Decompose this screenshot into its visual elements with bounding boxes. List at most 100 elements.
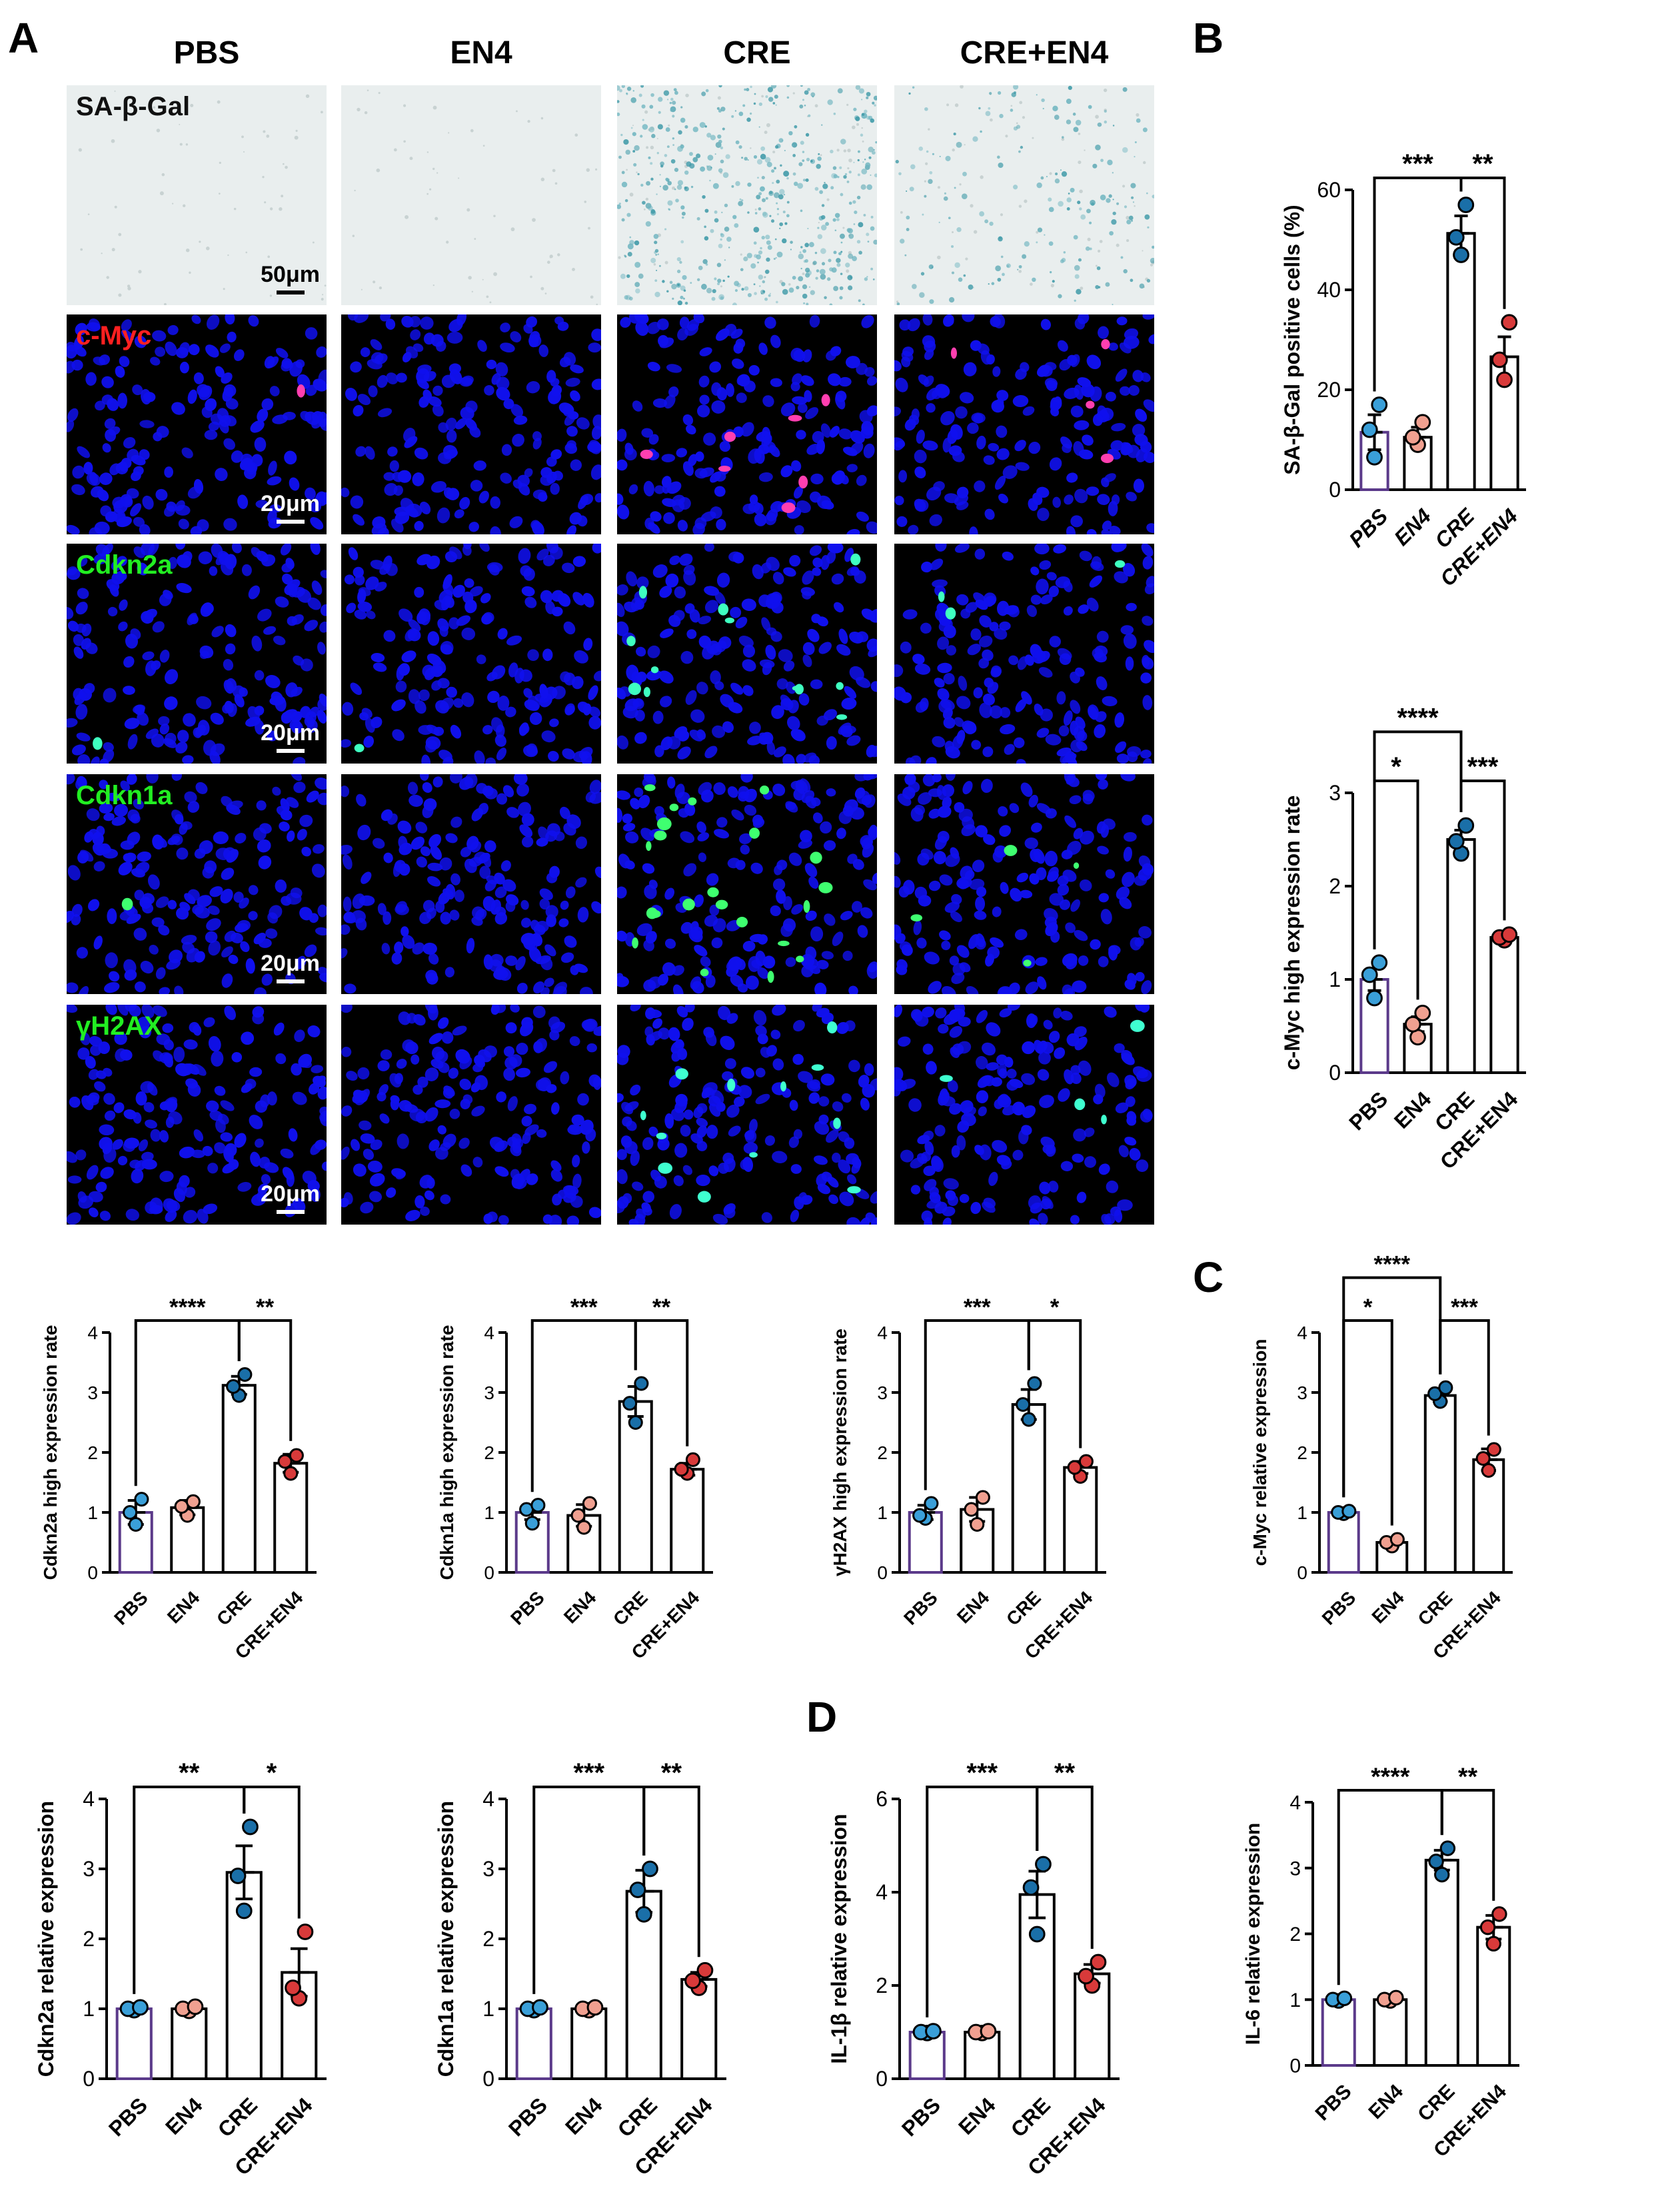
x-tick-label: CRE xyxy=(613,2093,662,2141)
y-tick-label: 3 xyxy=(1329,781,1341,805)
y-tick-label: 4 xyxy=(83,1787,95,1811)
y-tick-label: 3 xyxy=(482,1857,494,1881)
y-tick-label: 3 xyxy=(877,1382,888,1403)
row-label-c-myc: c-Myc xyxy=(76,321,152,350)
significance-label: **** xyxy=(1397,703,1439,732)
data-point xyxy=(685,1452,700,1467)
y-tick-label: 2 xyxy=(1297,1442,1307,1463)
significance-label: ** xyxy=(1472,149,1493,179)
y-tick-label: 40 xyxy=(1317,278,1341,302)
y-tick-label: 4 xyxy=(484,1323,494,1343)
micrograph-c-myc-en4 xyxy=(341,314,601,534)
y-tick-label: 2 xyxy=(484,1442,494,1463)
significance-label: * xyxy=(267,1758,277,1788)
y-tick-label: 1 xyxy=(87,1502,98,1523)
significance-label: **** xyxy=(169,1295,206,1321)
significance-label: ** xyxy=(652,1295,671,1321)
scale-bar-label: 20μm xyxy=(261,491,320,516)
x-tick-label: EN4 xyxy=(163,1587,204,1628)
micrograph-sa-gal-cre-en4 xyxy=(894,85,1154,305)
micrograph-sa-gal-en4 xyxy=(341,85,601,305)
scale-bar-label: 20μm xyxy=(261,720,320,746)
y-tick-label: 0 xyxy=(482,2067,494,2091)
significance-label: * xyxy=(1391,752,1401,782)
chart-il6-relative: 0 1 2 3 4 IL-6 relative expression PBS EN4 CRE CR… xyxy=(1220,1746,1593,2161)
data-point xyxy=(1022,1879,1040,1896)
data-point xyxy=(242,1818,259,1836)
scale-bar: 50μm xyxy=(261,262,320,294)
y-tick-label: 0 xyxy=(1329,478,1341,502)
scale-bar: 20μm xyxy=(261,491,320,524)
y-tick-label: 0 xyxy=(87,1562,98,1583)
data-point xyxy=(1341,1504,1357,1519)
significance-label: * xyxy=(1050,1295,1060,1321)
chart-svg: 0 1 2 3 4 Cdkn2a high expression rate PBS EN4 CR… xyxy=(40,1295,317,1663)
data-point xyxy=(1457,197,1475,213)
y-tick-label: 0 xyxy=(1329,1061,1341,1085)
data-point xyxy=(1078,1454,1094,1469)
y-axis-label: c-Myc high expression rate xyxy=(1280,796,1304,1071)
x-tick-label: CRE xyxy=(1413,2080,1459,2125)
column-header-cre-en4: CRE+EN4 xyxy=(960,35,1109,71)
bar-pbs xyxy=(1321,1998,1356,2067)
significance-bracket xyxy=(237,1319,293,1441)
data-point xyxy=(530,1498,546,1513)
significance-label: *** xyxy=(1467,752,1499,782)
y-tick-label: 4 xyxy=(1297,1323,1307,1343)
x-tick-label: EN4 xyxy=(560,1587,600,1628)
y-tick-label: 1 xyxy=(1329,967,1341,991)
micrograph-cdkn2a-en4 xyxy=(341,544,601,764)
chart-svg: 0 20 40 60 SA-β-Gal positive cells (%) PBSEN4… xyxy=(1280,149,1526,591)
x-tick-label: PBS xyxy=(897,2093,945,2141)
data-point xyxy=(925,2023,942,2039)
data-point xyxy=(524,1516,540,1531)
data-point xyxy=(1491,1906,1507,1922)
significance-bracket xyxy=(1342,1319,1393,1526)
significance-label: *** xyxy=(570,1295,598,1321)
data-point xyxy=(532,1999,548,2016)
significance-bracket xyxy=(1373,730,1463,949)
y-tick-label: 2 xyxy=(877,1442,888,1463)
data-point xyxy=(1404,428,1421,446)
significance-label: *** xyxy=(964,1295,991,1321)
data-point xyxy=(1486,1442,1501,1457)
scale-bar: 20μm xyxy=(261,1181,320,1214)
micrograph-cdkn1a-en4 xyxy=(341,774,601,994)
x-tick-label: CRE xyxy=(1002,1587,1045,1630)
bar-cre-en4 xyxy=(1489,936,1519,1074)
chart-svg: 0 1 2 3 4 γH2AX high expression rate PBS EN4 CRE… xyxy=(830,1295,1106,1663)
data-point xyxy=(1439,1840,1456,1856)
data-point xyxy=(970,1516,985,1532)
data-point xyxy=(185,1494,201,1509)
significance-bracket xyxy=(642,1786,700,1957)
significance-bracket xyxy=(1459,177,1506,309)
x-tick-label: EN4 xyxy=(953,1587,994,1628)
significance-label: ** xyxy=(661,1758,682,1788)
bar-cre xyxy=(1011,1403,1046,1574)
micrograph-sa-gal-cre xyxy=(617,85,877,305)
data-point xyxy=(1485,1936,1501,1952)
data-point xyxy=(674,1462,689,1477)
panel-letter-d: D xyxy=(806,1693,838,1741)
y-tick-label: 4 xyxy=(482,1787,494,1811)
chart-cmyc-high-rate: 0 1 2 3 c-Myc high expression rate PBS EN4 CRE C… xyxy=(1253,680,1546,1199)
y-tick-label: 3 xyxy=(83,1857,95,1881)
data-point xyxy=(696,1961,714,1979)
chart-svg: 0 1 2 3 4 Cdkn2a relative expression PBS EN4 CRE… xyxy=(34,1758,327,2180)
data-point xyxy=(132,1999,149,2016)
x-tick-label: EN4 xyxy=(1389,1087,1436,1133)
y-axis-label: Cdkn2a relative expression xyxy=(34,1801,58,2077)
y-tick-label: 3 xyxy=(1289,1858,1301,1880)
scale-bar-line xyxy=(276,979,305,983)
data-point xyxy=(1366,989,1383,1007)
data-point xyxy=(283,1466,299,1481)
data-point xyxy=(622,1396,638,1411)
data-point xyxy=(226,1379,241,1394)
y-tick-label: 1 xyxy=(484,1502,494,1523)
micrograph-cdkn2a-cre-en4 xyxy=(894,544,1154,764)
data-point xyxy=(1438,1380,1453,1395)
scale-bar: 20μm xyxy=(261,720,320,753)
scale-bar-line xyxy=(276,520,305,524)
